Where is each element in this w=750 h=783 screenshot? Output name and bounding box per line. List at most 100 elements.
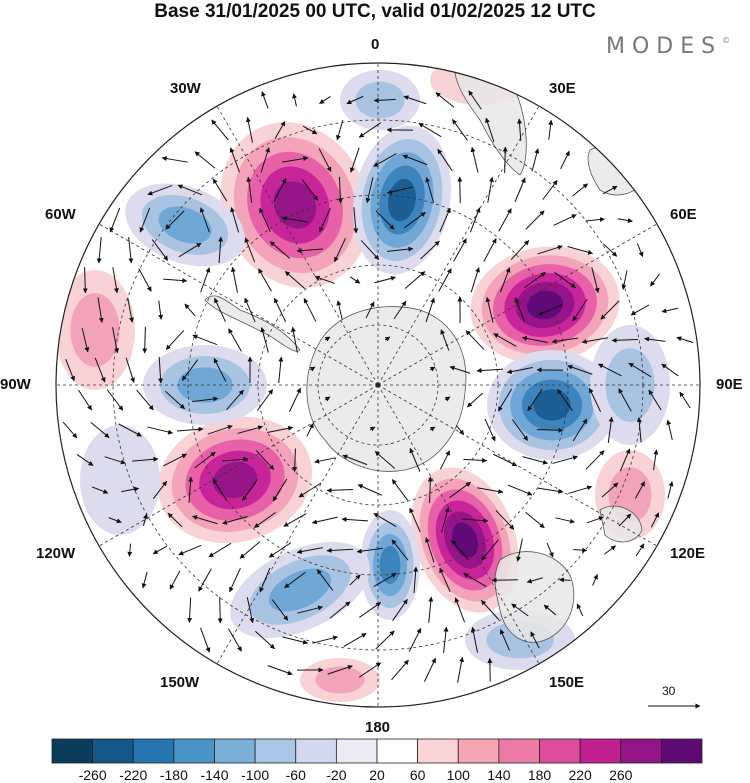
wind-vector [661,307,679,314]
wind-vector [444,396,451,402]
anomaly-contour [315,666,365,694]
wind-vector [229,567,241,593]
wind-vector [139,207,151,233]
wind-vector [112,267,119,294]
colorbar-label: -220 [119,767,148,783]
wind-vector [507,484,533,496]
colorbar-label: 220 [568,767,592,783]
wind-vector [374,275,396,284]
wind-vector [439,450,451,470]
wind-vector [228,328,242,352]
wind-vector [429,366,436,372]
wind-vector [261,91,269,109]
wind-vector [142,513,148,527]
wind-vector [617,218,633,223]
wind-vector [296,547,323,554]
wind-vector [463,573,487,587]
wind-vector [630,304,650,316]
wind-vector [650,512,660,528]
wind-vector [165,210,185,230]
wind-vector [242,479,258,502]
wind-vector [510,240,530,260]
wind-vector [104,456,126,465]
colorbar-swatch [254,738,297,764]
lon-label-150w: 150W [160,674,200,691]
wind-vector [602,243,618,257]
wind-vector [499,629,510,651]
wind-vector [258,268,272,292]
wind-vector [604,545,617,555]
wind-vector [94,357,106,383]
wind-vector [511,603,529,617]
wind-vector [230,207,240,233]
wind-vector [358,122,382,138]
wind-vector [76,454,94,466]
wind-vector [375,630,395,650]
wind-vector [455,424,465,436]
wind-vector [147,184,173,196]
wind-vector [78,389,92,411]
wind-vector [373,512,397,528]
wind-vector [524,271,546,289]
wind-vector [466,392,483,408]
colorbar-label: 180 [527,767,552,783]
anomaly-contour [177,367,233,403]
colorbar-label: 260 [609,767,633,783]
wind-vector [273,178,287,202]
wind-vector [141,571,148,589]
colorbar-swatch [51,738,94,764]
wind-vector [198,568,212,592]
wind-vector [167,512,183,528]
lon-label-90e: 90E [716,376,743,393]
wind-vector [586,516,604,524]
wind-vector [387,246,414,252]
wind-vector [292,448,298,473]
wind-vector [274,120,286,139]
wind-vector [601,482,619,498]
wind-vector [109,207,121,233]
wind-vector [222,516,248,525]
wind-vector [152,545,168,555]
wind-vector [567,364,593,375]
wind-vector [147,426,174,435]
wind-vector [314,457,336,464]
wind-vector [81,327,90,353]
wind-vector [256,389,274,411]
wind-vector [483,238,497,262]
wind-vector [281,216,308,223]
wind-vector [106,389,124,411]
wind-vector [470,267,480,293]
wind-vector [136,389,154,411]
wind-vector [468,90,482,110]
wind-vector [353,207,359,234]
wind-vector [636,417,642,443]
wind-vector [365,177,374,204]
wind-vector [585,216,605,222]
wind-vector [230,266,239,293]
wind-vector [284,271,306,289]
wind-vector [462,518,489,524]
wind-vector [327,664,353,675]
wind-vector [554,271,576,289]
wind-vector [177,426,204,432]
wind-vector [253,512,276,528]
wind-vector [404,271,426,289]
wind-vectors [62,90,694,683]
wind-vector [526,577,543,584]
wind-vector [271,599,289,621]
wind-vector [453,238,467,262]
wind-vector [592,574,598,586]
wind-vector [525,511,545,529]
wind-vector [373,153,397,167]
wind-vector [551,337,578,344]
wind-vector [537,245,563,255]
lon-label-150e: 150E [549,674,585,691]
wind-vector [425,177,435,203]
wind-vector [465,330,485,350]
anomaly-contour [387,178,417,222]
wind-vector [192,515,218,525]
colorbar-label: -20 [326,767,347,783]
wind-vector [282,636,309,645]
wind-vector [553,214,577,226]
